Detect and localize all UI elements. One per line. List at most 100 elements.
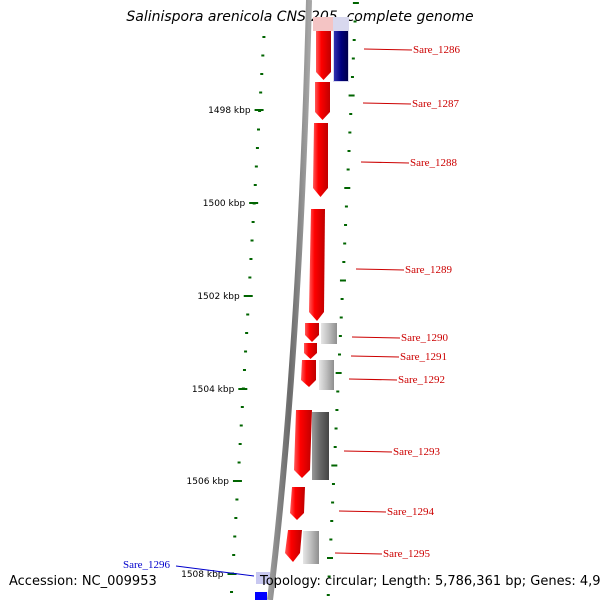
outer-tick — [339, 279, 346, 282]
minor-tick — [249, 258, 253, 260]
outer-tick — [344, 224, 348, 226]
kbp-tick-label: 1498 kbp — [208, 106, 251, 116]
outer-tick — [331, 483, 335, 485]
gene-leader-line — [355, 268, 405, 271]
feature-darkgray-sare-1293[interactable] — [312, 412, 329, 480]
outer-tick — [344, 205, 348, 208]
major-tick — [227, 573, 237, 575]
gene-leader-line — [334, 552, 383, 555]
outer-tick — [333, 446, 337, 448]
gene-label[interactable]: Sare_1294 — [387, 506, 435, 518]
outer-tick — [352, 39, 356, 41]
outer-tick — [334, 427, 338, 430]
gene-label[interactable]: Sare_1287 — [412, 98, 460, 110]
gene-label[interactable]: Sare_1296 — [123, 559, 171, 571]
gene-arrow-sare-1293[interactable] — [294, 410, 312, 478]
gene-leader-line — [343, 450, 393, 453]
outer-tick — [335, 409, 339, 411]
outer-tick — [351, 57, 355, 60]
kbp-tick-label: 1508 kbp — [181, 570, 224, 580]
gene-leader-line — [360, 161, 410, 164]
minor-tick — [248, 276, 252, 279]
feature-gray-sare-1295[interactable] — [303, 531, 319, 564]
gene-leader-line — [350, 355, 400, 358]
gene-label[interactable]: Sare_1295 — [383, 548, 431, 560]
gene-label[interactable]: Sare_1292 — [398, 374, 445, 386]
minor-tick — [250, 239, 254, 242]
feature-shadow — [313, 17, 333, 31]
outer-tick — [335, 372, 342, 374]
outer-dot-layer — [326, 2, 359, 596]
outer-tick — [340, 298, 344, 300]
major-tick — [238, 388, 248, 390]
feature-gray-sare-1292[interactable] — [319, 360, 334, 390]
outer-tick — [347, 150, 351, 152]
minor-tick — [233, 535, 237, 538]
gene-arrow-sare-1295[interactable] — [285, 530, 302, 562]
minor-tick — [257, 128, 261, 131]
gene-arrow-sare-1290[interactable] — [305, 323, 319, 342]
topology-label: Topology: circular; Length: 5,786,361 bp… — [260, 574, 600, 589]
outer-tick — [326, 594, 330, 596]
outer-tick — [342, 261, 346, 263]
gene-label[interactable]: Sare_1289 — [405, 264, 453, 276]
gene-label-layer: Sare_1286 Sare_1287 Sare_1288 Sare_1289 Sare… — [123, 44, 461, 577]
outer-tick — [350, 76, 354, 78]
gene-leader-line — [351, 336, 401, 339]
gene-arrow-sare-1294[interactable] — [290, 487, 305, 520]
outer-tick — [348, 131, 352, 134]
gene-label[interactable]: Sare_1288 — [410, 157, 458, 169]
minor-tick — [246, 313, 250, 316]
kbp-tick-layer: 1498 kbp 1500 kbp 1502 kbp 1504 kbp 1506 kbp… — [181, 36, 266, 593]
outer-tick — [352, 2, 359, 4]
outer-tick — [338, 335, 342, 337]
major-tick — [232, 480, 242, 482]
minor-tick — [230, 591, 234, 593]
feature-rna-sare-1296[interactable] — [255, 592, 267, 600]
gene-leader-line — [338, 510, 387, 513]
gene-arrow-sare-1292[interactable] — [301, 360, 316, 387]
gene-leader-line — [362, 102, 412, 105]
outer-tick — [327, 557, 334, 559]
feature-shadow — [256, 572, 270, 584]
minor-tick — [253, 184, 257, 186]
gene-leader-line — [348, 378, 398, 381]
kbp-tick-label: 1500 kbp — [203, 199, 246, 209]
gene-label[interactable]: Sare_1293 — [393, 446, 441, 458]
outer-tick — [339, 316, 343, 319]
outer-tick — [348, 94, 355, 97]
gene-arrow-sare-1287[interactable] — [315, 82, 330, 120]
accession-label: Accession: NC_009953 — [9, 574, 157, 589]
minor-tick — [239, 424, 243, 427]
minor-tick — [234, 517, 238, 519]
genome-backbone — [267, 0, 312, 600]
outer-tick — [327, 575, 331, 578]
minor-tick — [251, 221, 255, 223]
minor-tick — [245, 332, 249, 334]
gene-arrow-sare-1286[interactable] — [316, 31, 331, 80]
page-title: Salinispora arenicola CNS-205, complete … — [126, 9, 474, 25]
feature-rna-sare-1286[interactable] — [334, 31, 348, 81]
gene-label[interactable]: Sare_1291 — [400, 351, 447, 363]
gene-leader-line — [363, 48, 413, 51]
minor-tick — [254, 165, 258, 168]
outer-tick — [330, 520, 334, 522]
minor-tick — [242, 369, 246, 371]
gene-arrow-sare-1291[interactable] — [304, 343, 317, 359]
gene-arrow-sare-1288[interactable] — [313, 123, 328, 197]
gene-label[interactable]: Sare_1290 — [401, 332, 449, 344]
feature-gray-sare-1290[interactable] — [321, 323, 337, 344]
outer-tick — [346, 168, 350, 171]
minor-tick — [240, 406, 244, 408]
major-tick — [254, 109, 264, 111]
outer-tick — [331, 464, 338, 467]
outer-tick — [344, 187, 351, 189]
gene-arrow-sare-1289[interactable] — [309, 209, 325, 321]
gene-label[interactable]: Sare_1286 — [413, 44, 461, 56]
outer-tick — [353, 20, 357, 23]
kbp-tick-label: 1504 kbp — [192, 385, 235, 395]
minor-tick — [232, 554, 236, 556]
kbp-tick-label: 1506 kbp — [187, 477, 230, 487]
